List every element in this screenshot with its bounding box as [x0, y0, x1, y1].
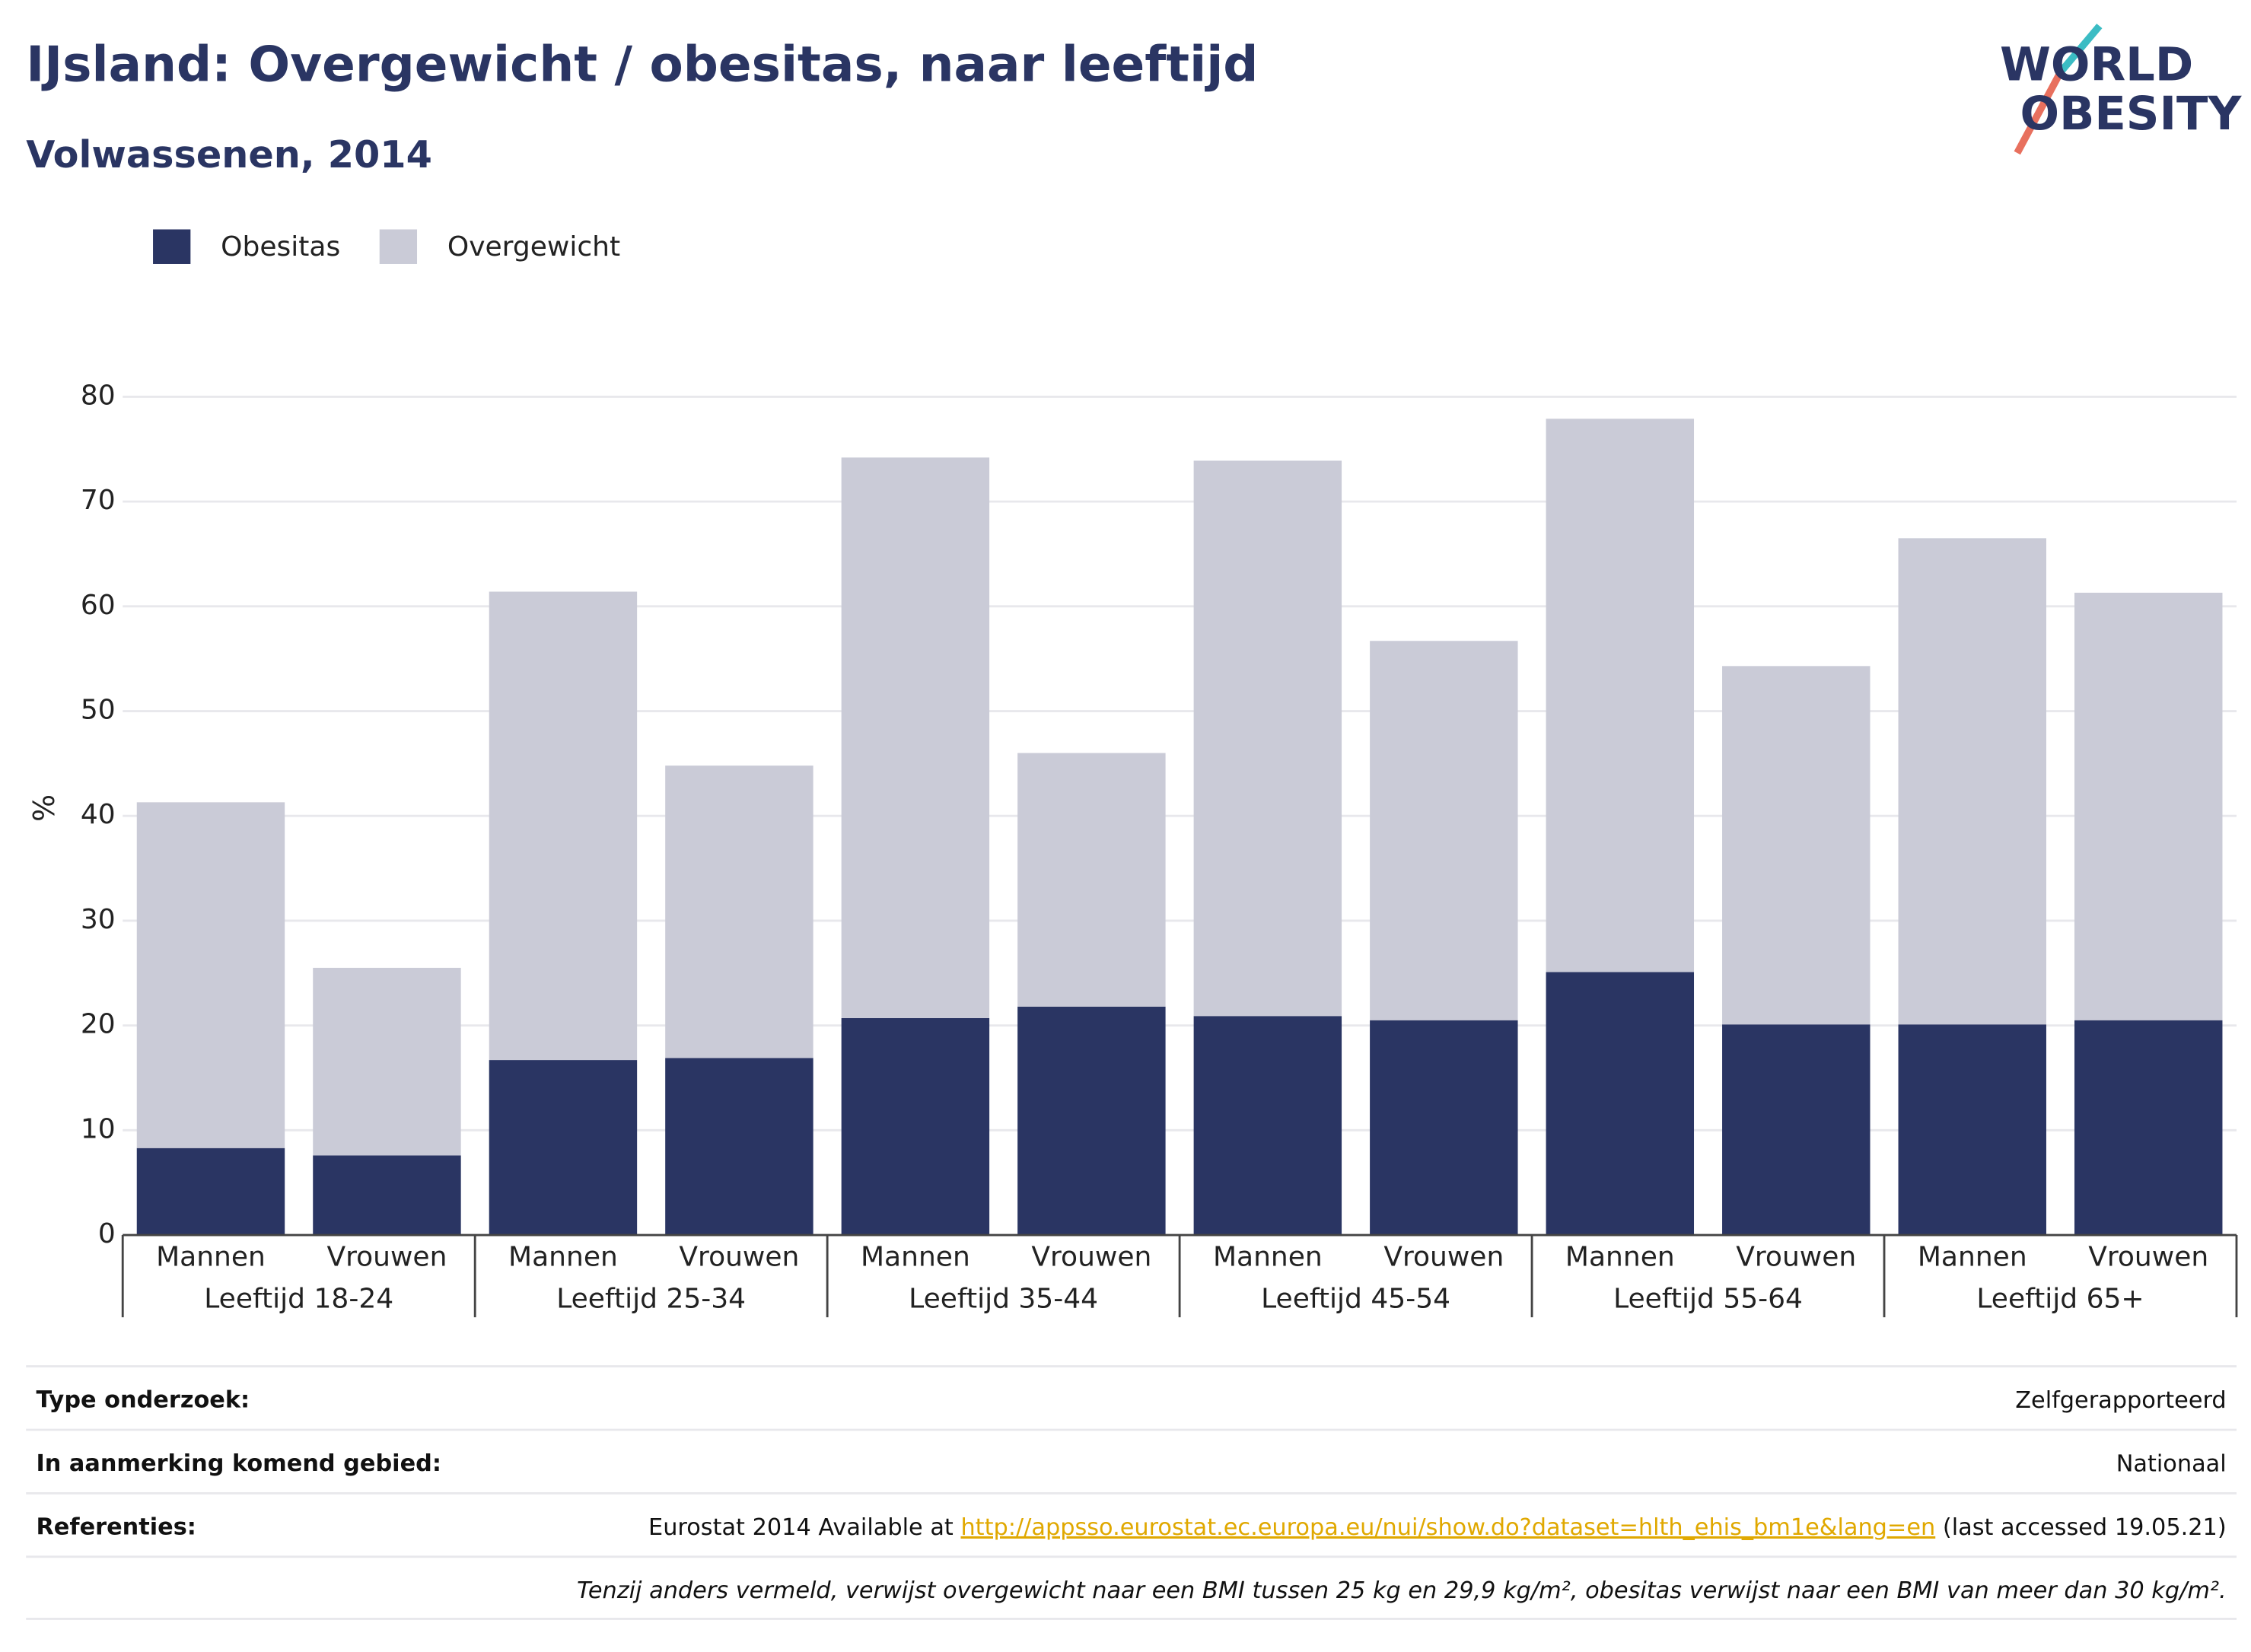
bar-segment — [313, 967, 461, 1156]
row-value: Zelfgerapporteerd — [2015, 1387, 2226, 1414]
bar-segment — [1370, 641, 1518, 1020]
bar-segment — [1722, 1024, 1871, 1236]
logo: WORLD OBESITY — [2000, 24, 2243, 155]
logo-slash — [2058, 24, 2103, 75]
row-label: In aanmerking komend gebied: — [36, 1450, 441, 1477]
bar-segment — [841, 457, 990, 1018]
x-group-label: Leeftijd 35-44 — [909, 1283, 1098, 1314]
row-value-text: Nationaal — [2116, 1450, 2227, 1477]
x-tick-label: Vrouwen — [1031, 1241, 1151, 1272]
bar-segment — [1722, 666, 1871, 1025]
bar-segment — [1898, 1024, 2046, 1236]
bar-segment — [2074, 1020, 2223, 1236]
legend-swatch — [379, 229, 418, 264]
x-tick-label: Vrouwen — [1736, 1241, 1856, 1272]
row-value: Nationaal — [2116, 1450, 2227, 1477]
bar-segment — [136, 802, 285, 1148]
footnote: Tenzij anders vermeld, verwijst overgewi… — [577, 1577, 2227, 1604]
bar-segment — [1370, 1020, 1518, 1236]
row-value-text: Eurostat 2014 Available at — [648, 1514, 960, 1540]
bar-segment — [313, 1155, 461, 1236]
y-tick-label: 20 — [81, 1009, 116, 1040]
x-tick-label: Vrouwen — [679, 1241, 799, 1272]
x-tick-label: Mannen — [1213, 1241, 1323, 1272]
bar-segment — [1546, 419, 1695, 972]
bar-segment — [2074, 592, 2223, 1020]
x-group-label: Leeftijd 65+ — [1976, 1283, 2144, 1314]
y-tick-label: 50 — [81, 695, 116, 726]
legend-swatch — [153, 229, 191, 264]
y-tick-label: 40 — [81, 799, 116, 830]
row-value: Eurostat 2014 Available at http://appsso… — [648, 1514, 2227, 1540]
x-tick-label: Vrouwen — [326, 1241, 447, 1272]
x-tick-label: Vrouwen — [2088, 1241, 2208, 1272]
x-tick-label: Vrouwen — [1383, 1241, 1504, 1272]
y-axis-label: % — [27, 794, 61, 822]
x-tick-label: Mannen — [156, 1241, 266, 1272]
reference-link[interactable]: http://appsso.eurostat.ec.europa.eu/nui/… — [960, 1514, 1935, 1540]
x-group-label: Leeftijd 25-34 — [556, 1283, 746, 1314]
bar-segment — [1898, 538, 2046, 1025]
y-tick-label: 70 — [81, 485, 116, 516]
legend-label: Overgewicht — [447, 231, 620, 263]
bar-segment — [136, 1147, 285, 1236]
y-tick-label: 60 — [81, 590, 116, 621]
bar-segment — [841, 1017, 990, 1236]
x-group-label: Leeftijd 55-64 — [1613, 1283, 1803, 1314]
bar-segment — [1017, 753, 1166, 1007]
x-group-label: Leeftijd 18-24 — [204, 1283, 393, 1314]
bar-segment — [665, 766, 813, 1058]
x-tick-label: Mannen — [508, 1241, 618, 1272]
row-label: Referenties: — [36, 1514, 196, 1540]
logo-text: WORLD — [2000, 39, 2193, 92]
legend-label: Obesitas — [221, 231, 340, 263]
bar-segment — [1193, 1016, 1342, 1236]
y-tick-label: 0 — [98, 1218, 116, 1249]
row-label: Type onderzoek: — [36, 1387, 250, 1414]
y-tick-label: 80 — [81, 380, 116, 411]
bar-segment — [489, 591, 638, 1061]
logo-slash — [2014, 70, 2064, 155]
bar-segment — [665, 1058, 813, 1236]
y-tick-label: 30 — [81, 904, 116, 935]
row-value-text: Zelfgerapporteerd — [2015, 1387, 2226, 1414]
y-tick-label: 10 — [81, 1113, 116, 1144]
chart-subtitle: Volwassenen, 2014 — [26, 132, 432, 177]
x-group-label: Leeftijd 45-54 — [1261, 1283, 1450, 1314]
bar-segment — [489, 1060, 638, 1236]
bar-segment — [1017, 1006, 1166, 1236]
logo-text: OBESITY — [2020, 88, 2243, 141]
x-tick-label: Mannen — [1918, 1241, 2027, 1272]
x-tick-label: Mannen — [861, 1241, 970, 1272]
bar-segment — [1193, 460, 1342, 1017]
row-value-suffix: (last accessed 19.05.21) — [1935, 1514, 2226, 1540]
bar-segment — [1546, 972, 1695, 1236]
chart-title: IJsland: Overgewicht / obesitas, naar le… — [26, 37, 1258, 94]
x-tick-label: Mannen — [1565, 1241, 1675, 1272]
